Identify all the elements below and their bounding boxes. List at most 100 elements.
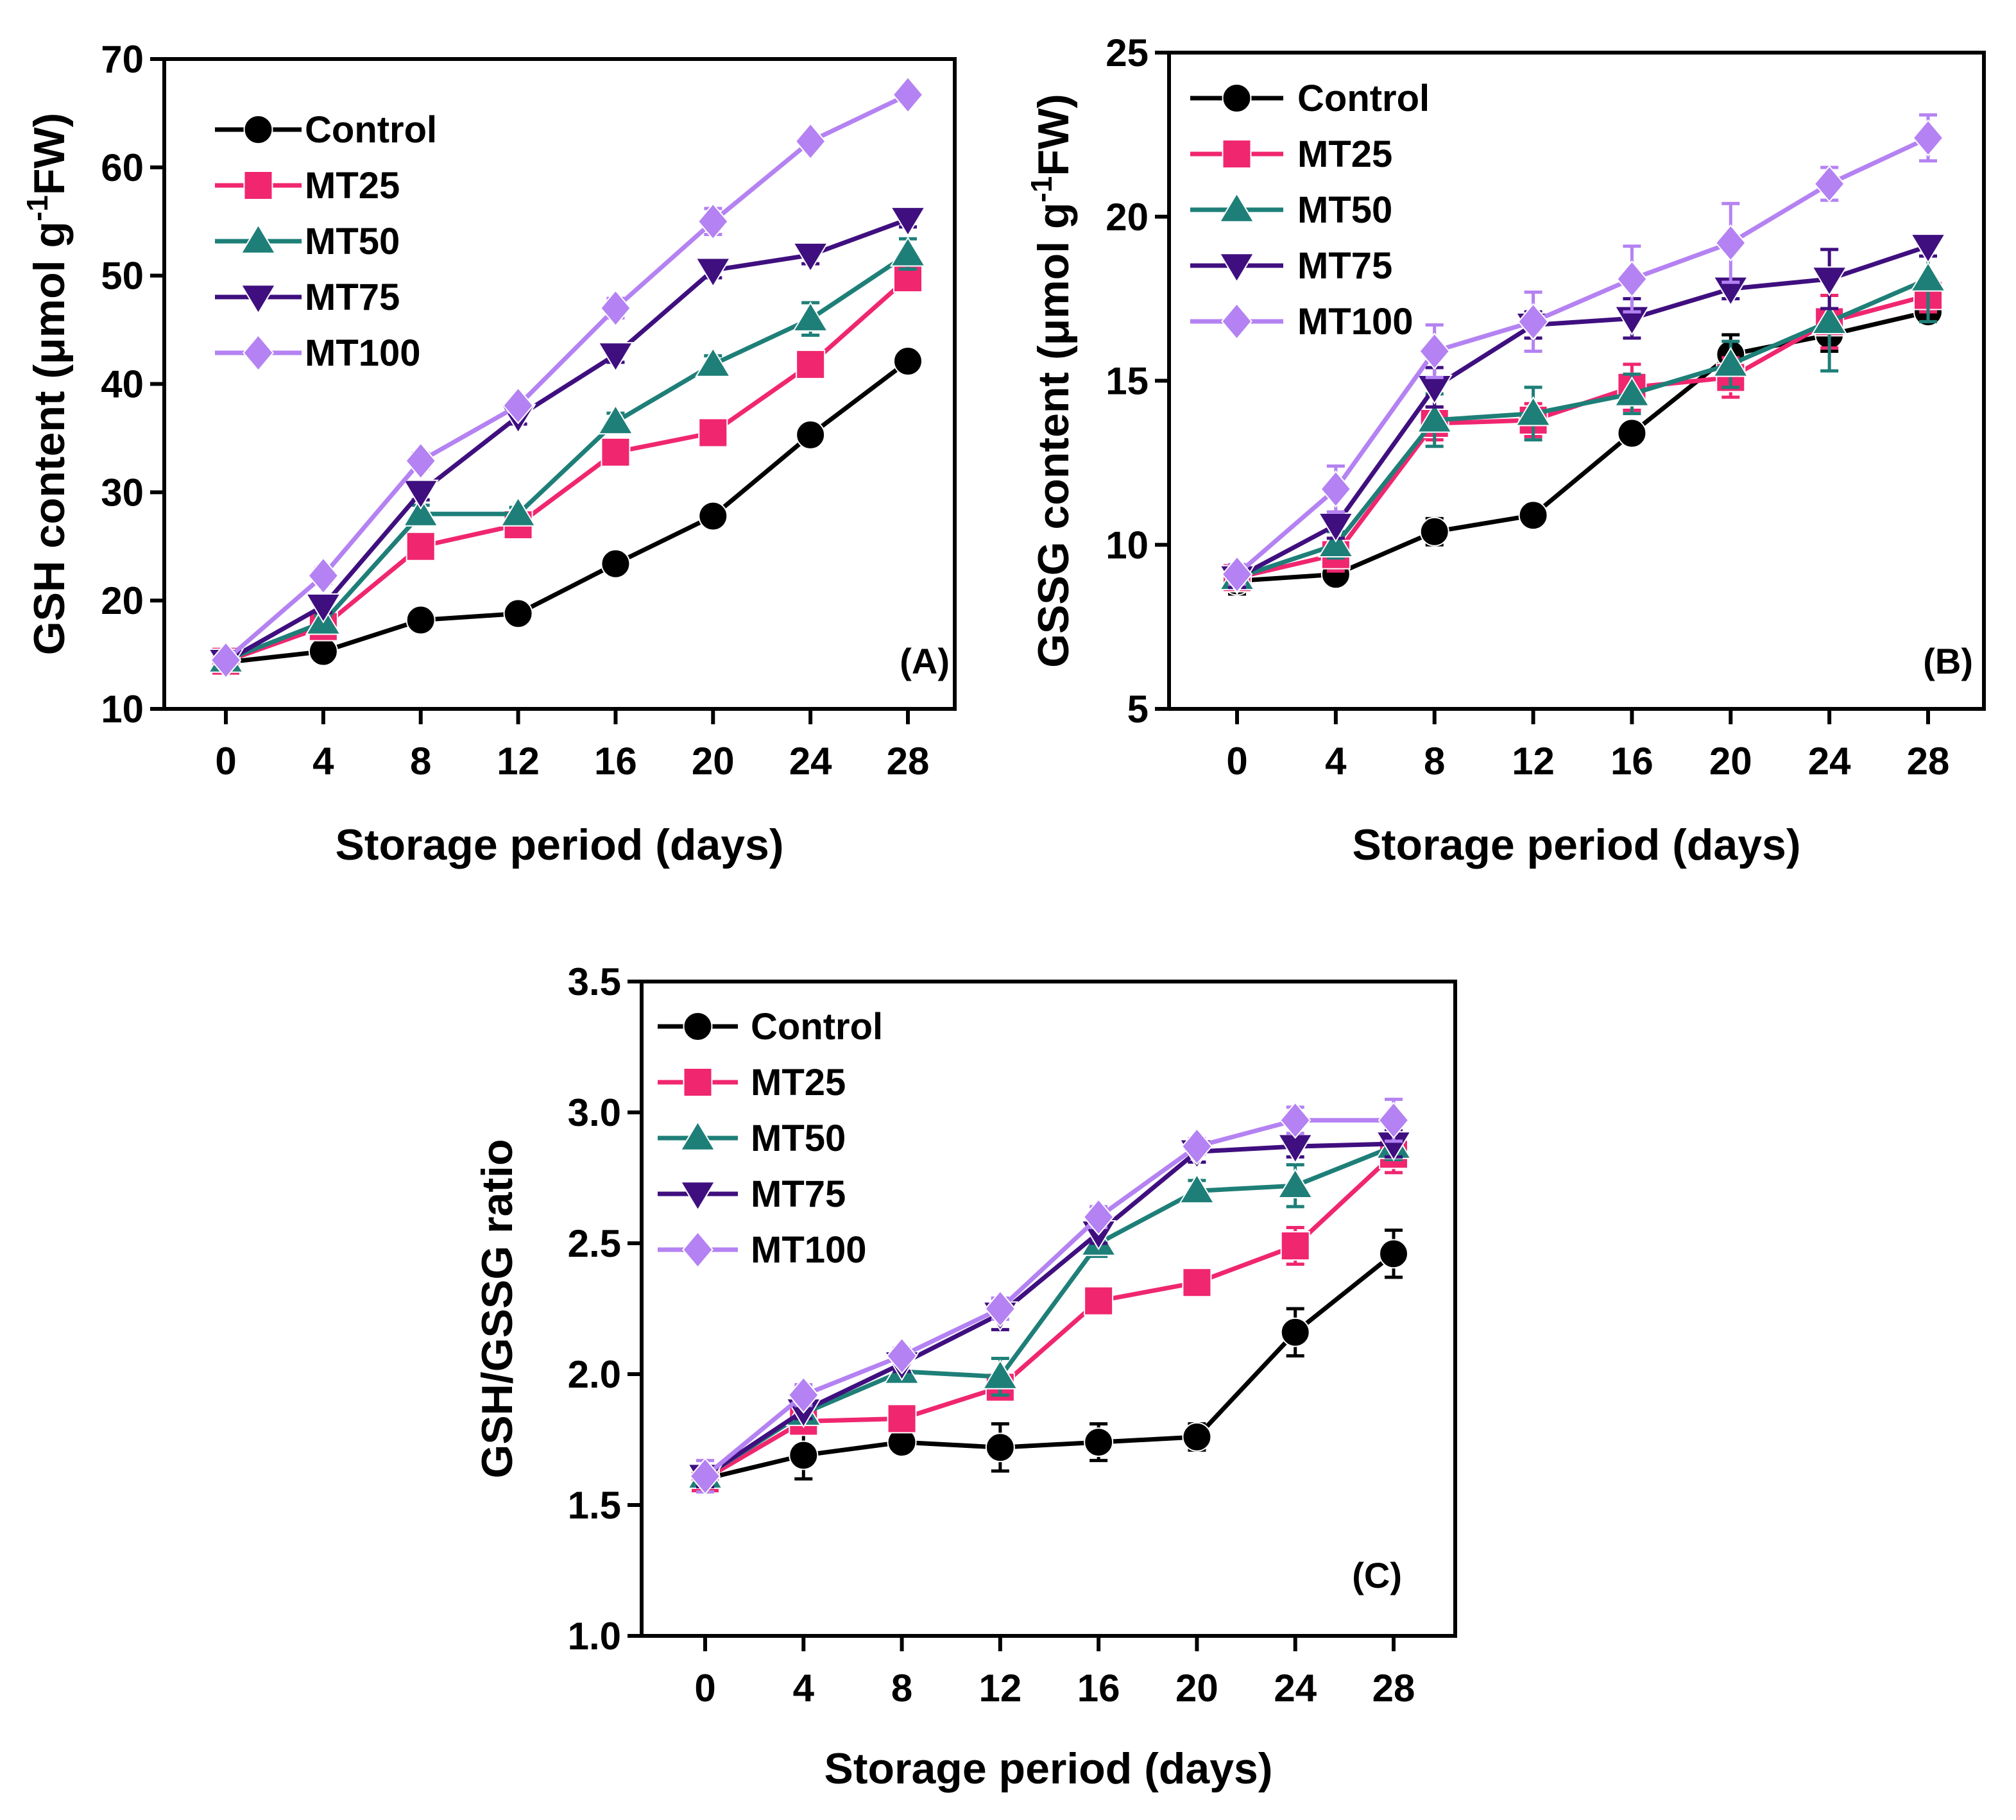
data-point-mt100	[1181, 1127, 1213, 1166]
series-line-mt100	[1235, 135, 1929, 576]
data-point-mt100	[1912, 119, 1944, 157]
data-point-mt100	[1616, 260, 1648, 298]
legend-marker-mt100	[1221, 302, 1252, 341]
series-line-mt75	[704, 1141, 1394, 1479]
data-point-mt100	[1320, 470, 1352, 508]
data-point-mt75	[402, 479, 439, 510]
y-tick-label: 70	[101, 38, 144, 81]
x-tick-label: 20	[692, 740, 735, 783]
data-point-mt50	[1317, 527, 1354, 557]
y-axis-title-unit: FW)	[25, 113, 74, 195]
legend-item-mt50: MT50	[215, 221, 400, 262]
y-tick-label: 20	[101, 579, 144, 622]
x-tick-label: 12	[978, 1667, 1021, 1710]
legend-item-mt100: MT100	[1190, 301, 1414, 343]
y-tick-label: 1.0	[568, 1615, 621, 1658]
data-point-mt100	[794, 123, 826, 160]
data-point-mt25	[796, 350, 826, 380]
x-tick-label: 0	[1226, 740, 1247, 783]
data-point-control	[1379, 1239, 1408, 1269]
data-point-mt25	[698, 418, 728, 448]
data-point-mt100	[787, 1376, 819, 1414]
series-line-mt50	[225, 251, 909, 663]
y-axis-title-main: GSH/GSSG ratio	[473, 1139, 522, 1479]
data-point-control	[1617, 418, 1647, 448]
y-tick-label: 3.5	[568, 960, 621, 1003]
data-point-mt100	[1813, 165, 1845, 203]
chart-panel-b: 5 10 15 20 25 0 4 8 12 16 20 24 28 Storage period (da…	[1025, 31, 1986, 869]
y-tick-label: 10	[1106, 523, 1149, 566]
x-tick-label: 0	[215, 740, 236, 783]
y-tick-label: 15	[1106, 360, 1149, 403]
y-tick-label: 2.0	[568, 1353, 621, 1396]
data-point-mt50	[1713, 346, 1749, 377]
y-axis-title: GSH content (μmol g-1FW)	[21, 113, 74, 656]
y-tick-label: 30	[101, 471, 144, 514]
y-tick-label: 20	[1106, 196, 1149, 239]
data-point-mt100	[600, 289, 631, 327]
data-point-mt50	[1416, 402, 1453, 433]
data-point-mt50	[1909, 261, 1947, 292]
legend-label: MT75	[751, 1173, 846, 1215]
series-line-mt25	[704, 1152, 1396, 1481]
x-tick-label: 0	[694, 1667, 715, 1710]
y-axis-title-unit: FW)	[1029, 94, 1078, 176]
legend-label: MT50	[751, 1118, 846, 1159]
legend-label: MT100	[1297, 301, 1414, 343]
data-point-mt50	[695, 346, 731, 377]
legend-label: MT100	[751, 1229, 867, 1271]
legend-label: MT25	[305, 165, 400, 207]
data-point-mt25	[1280, 1231, 1310, 1261]
y-tick-label: 40	[101, 363, 144, 406]
data-point-control	[308, 636, 338, 667]
data-point-mt100	[1279, 1101, 1311, 1139]
legend-label: Control	[1297, 78, 1430, 119]
data-point-mt25	[1182, 1268, 1212, 1298]
data-point-mt50	[1277, 1168, 1313, 1198]
legend-marker-mt100	[243, 334, 274, 372]
x-tick-label: 24	[789, 740, 832, 783]
x-tick-label: 28	[887, 740, 930, 783]
legend-marker-control	[243, 115, 273, 144]
legend-marker-mt100	[682, 1230, 713, 1269]
x-tick-label: 8	[1424, 740, 1445, 783]
data-point-mt100	[1378, 1101, 1410, 1139]
data-point-control	[985, 1433, 1015, 1463]
data-point-mt50	[889, 236, 927, 267]
data-point-mt100	[307, 557, 339, 595]
data-point-mt25	[601, 437, 631, 467]
x-tick-label: 20	[1709, 740, 1752, 783]
y-tick-label: 2.5	[568, 1222, 621, 1265]
series-line-mt100	[703, 1118, 1394, 1478]
legend-marker-mt75	[240, 284, 277, 315]
legend-label: MT50	[305, 221, 400, 262]
legend-label: MT75	[305, 276, 400, 318]
series-line-mt50	[1236, 276, 1929, 580]
legend-label: MT25	[1297, 133, 1392, 175]
data-point-mt100	[697, 203, 729, 241]
data-point-control	[789, 1440, 819, 1470]
data-point-mt100	[1419, 332, 1451, 370]
legend-marker-mt25	[683, 1067, 713, 1097]
series-line-mt100	[224, 92, 909, 662]
legend-marker-control	[1222, 83, 1252, 113]
x-tick-label: 24	[1274, 1667, 1317, 1710]
data-point-mt25	[406, 531, 436, 561]
data-point-mt75	[792, 242, 829, 273]
panel-label: (C)	[1352, 1555, 1402, 1595]
data-point-mt50	[1515, 396, 1551, 427]
data-point-mt100	[502, 387, 534, 425]
series-mt100	[210, 76, 924, 679]
data-point-control	[796, 420, 826, 450]
series-line-mt50	[704, 1144, 1395, 1479]
y-tick-label: 50	[101, 255, 144, 298]
legend-item-mt75: MT75	[215, 276, 400, 318]
data-point-mt75	[597, 342, 634, 373]
series-mt50	[1218, 234, 1947, 591]
data-point-mt50	[1811, 304, 1848, 335]
legend-label: MT75	[1297, 245, 1392, 287]
data-point-control	[406, 605, 436, 635]
x-tick-label: 16	[594, 740, 637, 783]
x-tick-label: 16	[1077, 1667, 1120, 1710]
